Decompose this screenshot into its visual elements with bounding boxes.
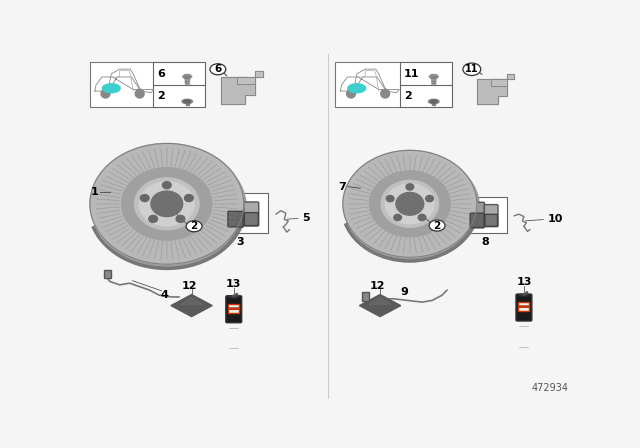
Text: 472934: 472934 [532, 383, 568, 392]
Polygon shape [491, 74, 515, 86]
FancyBboxPatch shape [244, 213, 259, 226]
Text: 2: 2 [433, 220, 441, 231]
Text: 6: 6 [157, 69, 165, 78]
Text: 11: 11 [404, 69, 419, 78]
Text: 8: 8 [482, 237, 490, 247]
FancyBboxPatch shape [226, 296, 242, 323]
FancyBboxPatch shape [470, 202, 484, 228]
Polygon shape [180, 298, 203, 305]
Polygon shape [182, 74, 192, 78]
FancyBboxPatch shape [244, 202, 259, 226]
Ellipse shape [396, 193, 424, 215]
Ellipse shape [387, 195, 394, 202]
FancyBboxPatch shape [221, 194, 269, 233]
FancyBboxPatch shape [227, 199, 244, 227]
Ellipse shape [134, 178, 199, 230]
Ellipse shape [182, 99, 193, 103]
Ellipse shape [101, 89, 110, 98]
Ellipse shape [140, 194, 149, 202]
Text: 7: 7 [338, 181, 346, 192]
Text: 2: 2 [404, 91, 412, 101]
Text: 2: 2 [191, 221, 198, 231]
Ellipse shape [176, 215, 185, 222]
Ellipse shape [184, 194, 193, 202]
Text: 10: 10 [548, 214, 563, 224]
Polygon shape [360, 294, 401, 317]
Polygon shape [432, 101, 435, 105]
Circle shape [429, 220, 445, 231]
Polygon shape [429, 74, 438, 78]
Text: 6: 6 [214, 64, 221, 74]
Ellipse shape [418, 214, 426, 220]
Ellipse shape [429, 99, 439, 103]
Ellipse shape [148, 215, 157, 222]
Text: 9: 9 [400, 288, 408, 297]
Ellipse shape [520, 294, 529, 296]
Ellipse shape [184, 100, 191, 103]
FancyBboxPatch shape [465, 197, 507, 233]
Text: 11: 11 [465, 64, 479, 74]
Ellipse shape [394, 214, 401, 220]
Ellipse shape [348, 84, 365, 93]
FancyBboxPatch shape [400, 62, 452, 107]
Ellipse shape [163, 182, 171, 189]
Text: 3: 3 [236, 237, 244, 247]
FancyBboxPatch shape [518, 305, 529, 308]
Ellipse shape [151, 191, 182, 216]
FancyBboxPatch shape [470, 213, 484, 228]
Text: 12: 12 [181, 281, 197, 291]
Ellipse shape [122, 168, 212, 240]
Ellipse shape [102, 84, 120, 93]
Text: 1: 1 [91, 187, 99, 197]
Polygon shape [477, 79, 508, 104]
Ellipse shape [135, 89, 144, 98]
Ellipse shape [346, 154, 479, 260]
FancyBboxPatch shape [154, 62, 205, 107]
Polygon shape [221, 77, 255, 104]
FancyBboxPatch shape [484, 205, 498, 227]
Text: 5: 5 [302, 213, 310, 223]
Polygon shape [369, 298, 391, 305]
FancyBboxPatch shape [362, 293, 369, 301]
Ellipse shape [229, 296, 238, 298]
Ellipse shape [140, 182, 194, 226]
FancyBboxPatch shape [516, 294, 532, 321]
FancyBboxPatch shape [104, 270, 111, 278]
FancyBboxPatch shape [90, 62, 157, 107]
FancyBboxPatch shape [228, 307, 239, 310]
Text: 13: 13 [226, 279, 241, 289]
Ellipse shape [90, 143, 244, 264]
Ellipse shape [347, 89, 355, 98]
FancyBboxPatch shape [485, 214, 497, 226]
Polygon shape [186, 101, 189, 105]
FancyBboxPatch shape [518, 302, 529, 311]
Ellipse shape [426, 195, 433, 202]
Ellipse shape [381, 89, 390, 98]
Circle shape [210, 64, 226, 75]
Circle shape [186, 221, 202, 232]
Circle shape [463, 63, 481, 76]
Ellipse shape [406, 184, 413, 190]
FancyBboxPatch shape [335, 62, 403, 107]
FancyBboxPatch shape [228, 211, 243, 227]
Ellipse shape [343, 151, 477, 257]
Polygon shape [237, 71, 263, 84]
Polygon shape [171, 294, 212, 317]
Ellipse shape [369, 171, 450, 237]
Ellipse shape [381, 181, 438, 227]
Text: 13: 13 [516, 277, 532, 287]
Ellipse shape [92, 147, 246, 268]
FancyBboxPatch shape [228, 304, 239, 313]
Text: 12: 12 [370, 281, 385, 291]
Ellipse shape [385, 184, 435, 224]
Polygon shape [185, 77, 189, 84]
Text: 2: 2 [157, 91, 165, 101]
Text: 4: 4 [161, 290, 168, 300]
Ellipse shape [430, 100, 437, 103]
Polygon shape [431, 77, 436, 84]
